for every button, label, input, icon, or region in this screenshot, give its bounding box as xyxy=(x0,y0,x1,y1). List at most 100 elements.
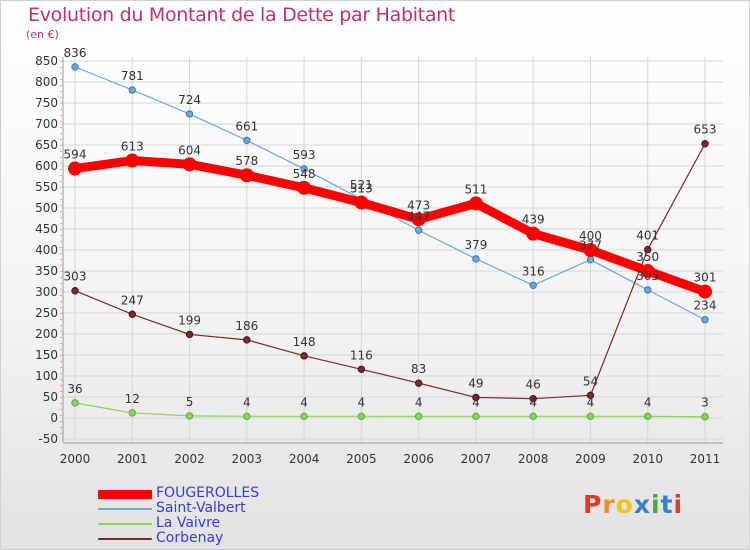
y-tick-label: 400 xyxy=(35,243,58,257)
data-point xyxy=(243,336,251,344)
data-label: 4 xyxy=(243,395,251,409)
data-point xyxy=(300,165,308,173)
data-point xyxy=(182,157,197,172)
data-point xyxy=(128,310,136,318)
data-point xyxy=(529,281,537,289)
data-point xyxy=(354,195,369,210)
data-label: 379 xyxy=(464,238,487,252)
legend-swatch xyxy=(98,538,152,540)
data-point xyxy=(297,180,312,195)
data-label: 4 xyxy=(587,395,595,409)
data-point xyxy=(125,153,140,168)
data-point xyxy=(529,412,537,421)
legend-label: Saint-Valbert xyxy=(156,500,246,516)
data-point xyxy=(411,212,426,227)
data-point xyxy=(586,255,595,264)
y-tick-label: 550 xyxy=(35,180,58,194)
legend-swatch xyxy=(98,508,152,510)
x-tick-label: 2005 xyxy=(346,452,377,466)
data-point xyxy=(185,412,194,420)
data-point xyxy=(300,352,308,360)
x-tick-label: 2006 xyxy=(403,452,434,466)
data-point xyxy=(414,379,423,387)
y-tick-label: 850 xyxy=(35,54,58,68)
data-point xyxy=(586,412,595,421)
data-label: 4 xyxy=(358,395,366,409)
data-point xyxy=(71,287,79,295)
x-tick-label: 2003 xyxy=(232,452,263,466)
y-tick-label: 350 xyxy=(35,264,58,278)
x-tick-label: 2007 xyxy=(461,452,492,466)
data-point xyxy=(583,243,598,257)
data-label: 199 xyxy=(178,313,201,327)
data-point xyxy=(243,136,251,145)
data-point xyxy=(468,196,483,211)
data-label: 447 xyxy=(407,209,430,223)
legend-label: La Vaivre xyxy=(156,515,221,531)
data-label: 513 xyxy=(350,182,373,196)
data-point xyxy=(701,316,709,324)
data-label: 594 xyxy=(64,148,87,162)
data-point xyxy=(71,399,79,407)
data-label: 49 xyxy=(468,376,483,390)
x-tick-label: 2009 xyxy=(575,452,606,466)
y-tick-label: 300 xyxy=(35,285,58,299)
y-tick-label: 650 xyxy=(35,138,58,152)
logo-letter: i xyxy=(651,490,661,519)
proxiti-logo: Proxiti xyxy=(583,490,683,519)
data-point xyxy=(701,140,709,148)
data-point xyxy=(701,413,709,421)
y-tick-label: 800 xyxy=(35,75,58,89)
data-label: 521 xyxy=(350,178,373,192)
series-line-la vaivre xyxy=(74,402,706,418)
x-tick-label: 2011 xyxy=(690,452,721,466)
data-label: 439 xyxy=(522,213,545,227)
data-label: 350 xyxy=(636,250,659,264)
series-line-corbenay xyxy=(74,143,706,400)
legend-swatch xyxy=(98,490,152,499)
data-label: 305 xyxy=(636,269,659,283)
y-tick-label: 150 xyxy=(35,348,58,362)
x-tick-label: 2010 xyxy=(632,452,663,466)
data-point xyxy=(640,264,655,278)
logo-letter: i xyxy=(673,490,684,519)
data-label: 548 xyxy=(293,167,316,181)
data-point xyxy=(472,412,480,421)
x-tick-label: 2001 xyxy=(117,452,148,466)
data-label: 578 xyxy=(235,154,258,168)
data-point xyxy=(239,168,254,183)
data-label: 511 xyxy=(464,182,487,196)
data-point xyxy=(185,110,194,118)
x-tick-label: 2000 xyxy=(60,452,91,466)
data-point xyxy=(128,86,136,94)
data-point xyxy=(529,394,537,403)
data-label: 4 xyxy=(300,395,308,409)
logo-letter: t xyxy=(660,490,674,519)
chart-title: Evolution du Montant de la Dette par Hab… xyxy=(28,4,456,26)
data-label: 116 xyxy=(350,348,373,362)
data-point xyxy=(698,284,712,299)
data-label: 4 xyxy=(644,395,652,409)
data-point xyxy=(243,412,251,421)
x-tick-label: 2008 xyxy=(518,452,549,466)
data-label: 724 xyxy=(178,93,201,107)
unit-label: (en €) xyxy=(26,28,59,41)
data-label: 4 xyxy=(472,395,480,409)
data-label: 186 xyxy=(235,319,258,333)
data-point xyxy=(414,226,423,234)
data-label: 653 xyxy=(694,123,717,137)
data-point xyxy=(68,161,82,176)
data-label: 83 xyxy=(411,362,426,376)
legend-label: FOUGEROLLES xyxy=(156,485,260,501)
data-label: 301 xyxy=(694,271,717,285)
data-label: 661 xyxy=(235,119,258,133)
series-line-saint-valbert xyxy=(74,66,706,321)
y-tick-label: 100 xyxy=(35,369,58,383)
data-label: 247 xyxy=(121,293,144,307)
y-tick-label: 600 xyxy=(35,159,58,173)
data-label: 781 xyxy=(121,69,144,83)
data-label: 401 xyxy=(636,229,659,243)
data-label: 36 xyxy=(67,382,82,396)
data-label: 316 xyxy=(522,264,545,278)
